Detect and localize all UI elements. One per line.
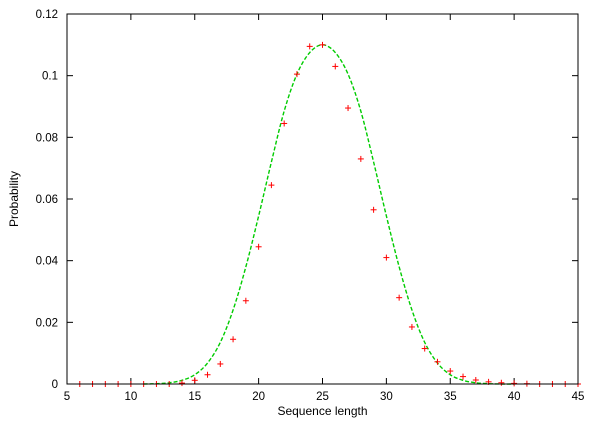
data-point (396, 294, 403, 301)
plot-frame (66, 13, 579, 385)
x-tick-label: 10 (124, 391, 137, 403)
data-point (255, 243, 262, 250)
x-tick-label: 5 (64, 391, 70, 403)
tick-labels-layer: 5 10 15 20 25 30 35 40 45 0 0.02 0.04 0.06 0.08 0.1 0.1… (36, 9, 585, 403)
data-point (511, 380, 518, 387)
x-tick-label: 20 (252, 391, 265, 403)
y-tick-label: 0.04 (36, 256, 59, 268)
y-tick-label: 0.02 (36, 317, 58, 329)
data-point (447, 368, 454, 375)
data-point (434, 358, 441, 365)
data-point (230, 336, 237, 343)
data-point (268, 182, 275, 189)
data-point (498, 379, 505, 386)
x-tick-label: 45 (572, 391, 585, 403)
y-tick-label: 0 (52, 379, 58, 391)
curve-layer (143, 44, 515, 385)
x-tick-label: 40 (508, 391, 521, 403)
ticks-layer (66, 13, 579, 385)
data-point (281, 120, 288, 127)
points-layer (76, 41, 581, 387)
data-point (370, 206, 377, 213)
y-axis-label: Probability (7, 171, 21, 227)
data-point (460, 373, 467, 380)
data-point (345, 105, 352, 112)
x-tick-label: 30 (380, 391, 393, 403)
data-point (332, 63, 339, 70)
fit-curve (143, 44, 515, 385)
data-point (217, 360, 224, 367)
y-tick-label: 0.06 (36, 194, 58, 206)
x-tick-label: 15 (188, 391, 201, 403)
data-point (472, 376, 479, 383)
y-tick-label: 0.12 (36, 9, 58, 21)
data-point (421, 345, 428, 352)
x-axis-label: Sequence length (277, 404, 367, 418)
data-point (357, 155, 364, 162)
data-point (383, 254, 390, 261)
data-point (306, 43, 313, 50)
data-point (204, 371, 211, 378)
data-point (408, 323, 415, 330)
x-tick-label: 25 (316, 391, 329, 403)
y-tick-label: 0.08 (36, 132, 58, 144)
y-tick-label: 0.1 (42, 71, 58, 83)
data-point (319, 41, 326, 48)
x-tick-label: 35 (444, 391, 457, 403)
data-point (242, 297, 249, 304)
data-point (191, 377, 198, 384)
data-point (178, 380, 185, 387)
data-point (293, 71, 300, 78)
